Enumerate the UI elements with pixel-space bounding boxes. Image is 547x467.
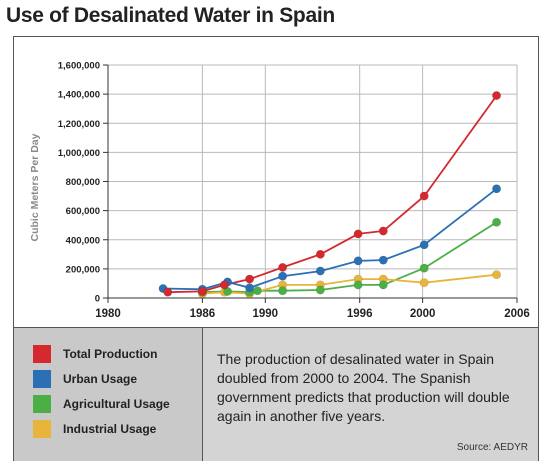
chart-area: 0 200,000 400,000 600,000 800,000 1,000,000 1,…	[14, 37, 540, 323]
data-point	[492, 217, 502, 227]
data-point	[163, 287, 173, 297]
y-tick-label: 0	[95, 294, 100, 305]
data-point	[278, 286, 288, 296]
legend-item-industrial: Industrial Usage	[33, 419, 156, 439]
x-tick-label: 1986	[190, 308, 216, 320]
y-tick-label: 1,400,000	[58, 90, 100, 101]
y-axis-label: Cubic Meters Per Day	[29, 133, 41, 241]
legend-item-total: Total Production	[33, 344, 157, 364]
y-tick-label: 600,000	[66, 206, 100, 217]
source-credit: Source: AEDYR	[456, 442, 528, 453]
legend-swatch-agricultural	[33, 395, 51, 413]
data-point	[353, 229, 363, 239]
data-point	[219, 280, 229, 290]
y-tick-label: 800,000	[66, 177, 100, 188]
legend-label-industrial: Industrial Usage	[63, 422, 157, 436]
data-point	[252, 286, 262, 296]
legend-label-urban: Urban Usage	[63, 372, 138, 386]
data-point	[492, 184, 502, 194]
data-point	[315, 266, 325, 276]
legend-label-total: Total Production	[63, 347, 158, 361]
chart-title: Use of Desalinated Water in Spain	[6, 4, 335, 27]
x-tick-label: 1990	[253, 308, 279, 320]
data-point	[419, 240, 429, 250]
data-point	[278, 262, 288, 272]
data-point	[492, 270, 502, 280]
line-chart: 0 200,000 400,000 600,000 800,000 1,000,000 1,…	[29, 61, 530, 321]
data-point	[378, 226, 388, 236]
y-tick-label: 1,200,000	[58, 119, 100, 130]
data-point	[353, 280, 363, 290]
data-point	[419, 278, 429, 288]
data-point	[378, 280, 388, 290]
data-point	[378, 255, 388, 265]
x-tick-label: 2006	[504, 308, 530, 320]
data-point	[245, 283, 255, 293]
chart-frame: 0 200,000 400,000 600,000 800,000 1,000,000 1,…	[13, 36, 539, 461]
data-point	[278, 271, 288, 281]
data-point	[315, 249, 325, 259]
series-line-1	[163, 188, 498, 291]
legend-label-agricultural: Agricultural Usage	[63, 397, 170, 411]
data-point	[315, 285, 325, 295]
legend-item-agricultural: Agricultural Usage	[33, 394, 170, 414]
y-tick-label: 400,000	[66, 235, 100, 246]
y-tick-label: 1,600,000	[58, 61, 100, 72]
legend-item-urban: Urban Usage	[33, 369, 137, 389]
x-tick-label: 1996	[347, 308, 373, 320]
legend-swatch-total	[33, 345, 51, 363]
info-panel: Total Production Urban Usage Agricultura…	[14, 327, 538, 461]
data-point	[492, 91, 502, 101]
series-line-2	[202, 221, 498, 294]
legend: Total Production Urban Usage Agricultura…	[14, 328, 203, 461]
x-tick-label: 1980	[95, 308, 121, 320]
data-point	[419, 191, 429, 201]
series-line-0	[167, 95, 498, 294]
x-tick-label: 2000	[410, 308, 436, 320]
y-tick-label: 1,000,000	[58, 148, 100, 159]
data-point	[353, 256, 363, 266]
chart-note: The production of desalinated water in S…	[217, 351, 510, 424]
data-point	[245, 274, 255, 284]
y-tick-label: 200,000	[66, 264, 100, 275]
data-point	[419, 263, 429, 273]
legend-swatch-industrial	[33, 420, 51, 438]
legend-swatch-urban	[33, 370, 51, 388]
data-point	[197, 286, 207, 296]
